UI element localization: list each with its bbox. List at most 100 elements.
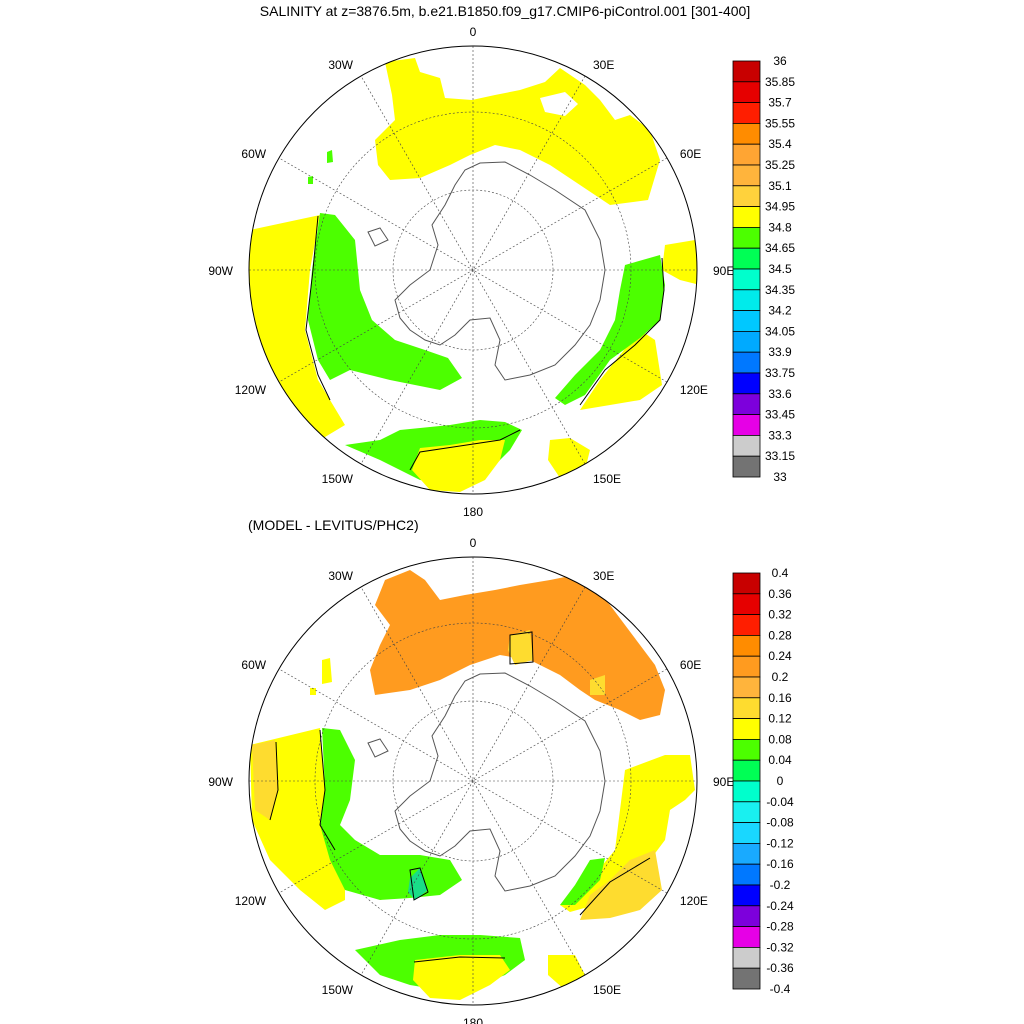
colorbar-label: 35.25	[765, 158, 795, 172]
colorbar-label: 33.9	[768, 345, 792, 359]
colorbar-swatch	[732, 185, 761, 208]
longitude-label: 90W	[208, 775, 233, 789]
colorbar-label: 0.16	[768, 691, 792, 705]
colorbar-label: 33.15	[765, 449, 795, 463]
colorbar-swatch	[732, 164, 761, 187]
colorbar-swatch	[732, 60, 761, 83]
colorbar-swatch	[732, 143, 761, 166]
colorbar-label: 0.24	[768, 649, 792, 663]
map-boundary	[248, 45, 698, 495]
figure-title: SALINITY at z=3876.5m, b.e21.B1850.f09_g…	[260, 3, 750, 19]
colorbar-label: 0.36	[768, 587, 792, 601]
colorbar-label: 0.2	[772, 670, 789, 684]
longitude-label: 120E	[680, 383, 708, 397]
colorbar-swatch	[732, 926, 761, 948]
longitude-label: 90E	[713, 264, 734, 278]
longitude-label: 150E	[593, 472, 621, 486]
difference-region	[560, 755, 695, 912]
colorbar-label: 0.08	[768, 732, 792, 746]
colorbar-label: 0.28	[768, 628, 792, 642]
longitude-label: 30E	[593, 58, 614, 72]
longitude-label: 90W	[208, 264, 233, 278]
longitude-label: 120E	[680, 894, 708, 908]
colorbar-label: 0.4	[772, 566, 789, 580]
colorbar-label: 35.4	[768, 137, 792, 151]
colorbar-swatch	[732, 635, 761, 657]
colorbar-swatch	[732, 967, 761, 990]
salinity-map-panel: 0 30E 60E 90E 120E 150E 180 150W 120W 90W 60W 30W 3…	[208, 25, 795, 519]
colorbar-label: 35.85	[765, 75, 795, 89]
salinity-region	[580, 330, 662, 410]
graticule	[249, 46, 697, 494]
colorbar-swatch	[732, 759, 761, 782]
colorbar-label: 35.55	[765, 116, 795, 130]
difference-map-panel: 0 30E 60E 90E 120E 150E 180 150W 120W 90W 60W 30W 0…	[208, 536, 794, 1024]
longitude-label: 30W	[328, 58, 353, 72]
graticule	[249, 557, 697, 1005]
colorbar-label: 34.2	[768, 304, 792, 318]
colorbar-label: 0.04	[768, 753, 792, 767]
colorbar-label: 34.5	[768, 262, 792, 276]
colorbar-swatch	[732, 614, 761, 636]
colorbar-swatch	[732, 414, 761, 436]
colorbar-label: 34.8	[768, 220, 792, 234]
colorbar-swatch	[732, 247, 761, 270]
colorbar-swatch	[732, 905, 761, 927]
colorbar-swatch	[732, 455, 761, 478]
colorbar-swatch	[732, 310, 761, 332]
salinity-region	[308, 176, 313, 184]
colorbar-swatch	[732, 206, 761, 228]
colorbar-label: 34.95	[765, 200, 795, 214]
colorbar-label: -0.2	[770, 878, 791, 892]
colorbar-difference: 0.4 0.36 0.32 0.28 0.24 0.2 0.16 0.12 0.08 0.04 0 -…	[732, 566, 794, 996]
colorbar-swatch	[732, 268, 761, 291]
longitude-label: 60E	[680, 147, 701, 161]
colorbar-salinity: 36 35.85 35.7 35.55 35.4 35.25 35.1 34.95 34.8 34…	[732, 54, 795, 484]
longitude-label: 150W	[322, 983, 354, 997]
salinity-region	[662, 240, 697, 285]
colorbar-swatch	[732, 780, 761, 803]
colorbar-swatch	[732, 697, 761, 719]
longitude-label: 30W	[328, 569, 353, 583]
panel-subtitle: (MODEL - LEVITUS/PHC2)	[248, 517, 419, 533]
longitude-label: 120W	[235, 383, 267, 397]
colorbar-swatch	[732, 434, 761, 457]
difference-region	[310, 688, 316, 695]
colorbar-swatch	[732, 81, 761, 104]
colorbar-label: 0	[777, 774, 784, 788]
colorbar-label: -0.16	[766, 857, 794, 871]
colorbar-label: 33.75	[765, 366, 795, 380]
difference-region	[252, 740, 278, 820]
longitude-label: 60W	[241, 147, 266, 161]
colorbar-label: 33	[773, 470, 787, 484]
salinity-field	[249, 58, 697, 492]
longitude-label: 0	[470, 536, 477, 550]
colorbar-label: -0.36	[766, 961, 794, 975]
salinity-region	[555, 255, 665, 405]
longitude-label: 150W	[322, 472, 354, 486]
longitude-label: 30E	[593, 569, 614, 583]
colorbar-label: 35.7	[768, 96, 792, 110]
colorbar-swatch	[732, 822, 761, 844]
map-boundary	[248, 556, 698, 1006]
salinity-region	[412, 440, 505, 492]
colorbar-label: 0.32	[768, 608, 792, 622]
longitude-labels: 0 30E 60E 90E 120E 150E 180 150W 120W 90W 60W 30W	[208, 25, 734, 519]
longitude-label: 120W	[235, 894, 267, 908]
colorbar-label: 35.1	[768, 179, 792, 193]
colorbar-swatch	[732, 372, 761, 395]
colorbar-swatch	[732, 739, 761, 761]
colorbar-swatch	[732, 593, 761, 615]
difference-region	[322, 658, 332, 684]
colorbar-swatch	[732, 676, 761, 699]
colorbar-swatch	[732, 351, 761, 374]
colorbar-swatch	[732, 718, 761, 740]
longitude-label: 60W	[241, 658, 266, 672]
colorbar-swatch	[732, 572, 761, 595]
longitude-label: 150E	[593, 983, 621, 997]
antarctica-coastline	[394, 672, 606, 892]
colorbar-swatch	[732, 884, 761, 907]
colorbar-label: -0.28	[766, 920, 794, 934]
colorbar-swatch	[732, 393, 761, 415]
